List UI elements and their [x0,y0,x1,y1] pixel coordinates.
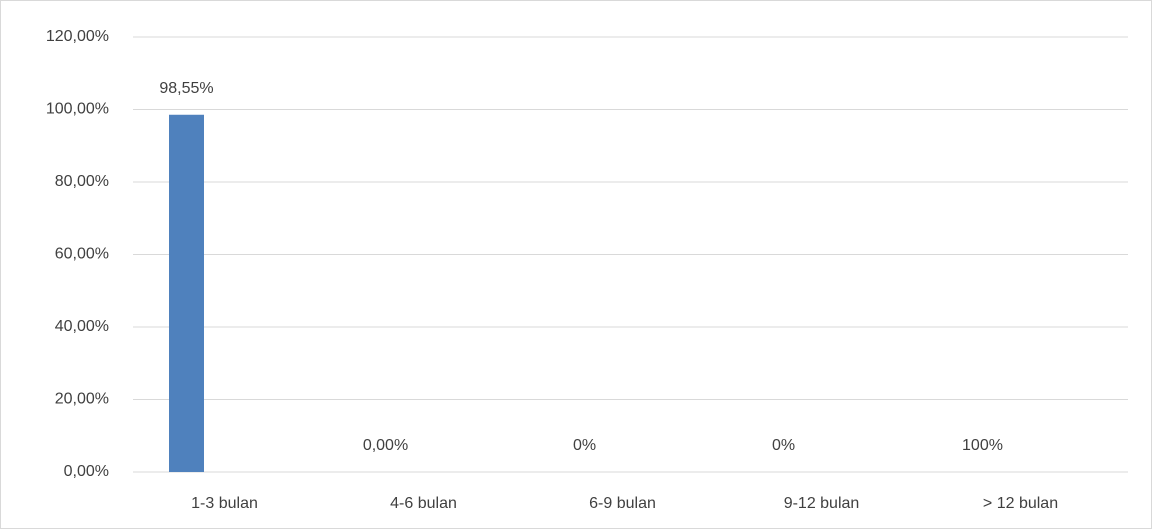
bar [169,114,204,472]
y-tick-label: 40,00% [55,318,109,335]
data-label: 100% [962,437,1003,454]
y-tick-label: 20,00% [55,391,109,408]
x-tick-label: 4-6 bulan [390,495,457,512]
y-tick-label: 60,00% [55,246,109,263]
x-tick-label: > 12 bulan [983,495,1058,512]
y-tick-label: 80,00% [55,173,109,190]
data-label: 0% [573,437,596,454]
x-tick-label: 6-9 bulan [589,495,656,512]
data-label: 0% [772,437,795,454]
x-tick-label: 9-12 bulan [784,495,860,512]
y-tick-label: 100,00% [46,101,109,118]
y-tick-label: 0,00% [64,463,109,480]
data-label: 98,55% [159,80,213,97]
x-tick-label: 1-3 bulan [191,495,258,512]
y-tick-label: 120,00% [46,28,109,45]
data-label: 0,00% [363,437,408,454]
